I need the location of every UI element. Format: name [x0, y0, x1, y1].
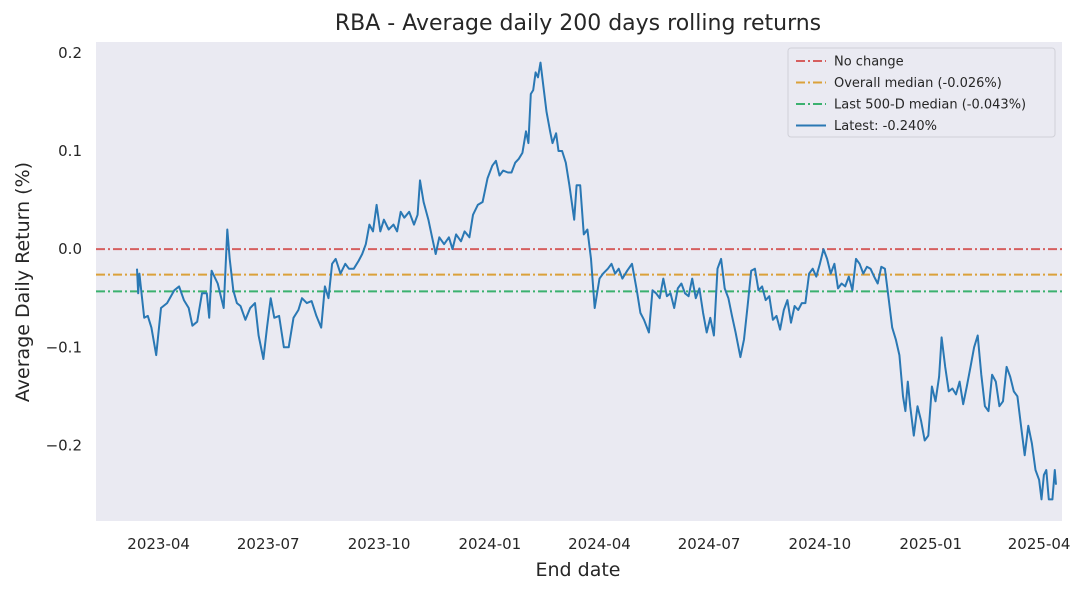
x-tick-label-8: 2025-04 — [1008, 535, 1071, 553]
chart-title: RBA - Average daily 200 days rolling ret… — [335, 11, 821, 36]
y-tick-label-2: 0.0 — [58, 240, 82, 258]
x-axis-ticks: 2023-04 2023-07 2023-10 2024-01 2024-04 2024-… — [127, 535, 1070, 553]
y-tick-label-3: −0.1 — [46, 338, 82, 356]
y-tick-label-4: −0.2 — [46, 436, 82, 454]
x-tick-label-2: 2023-10 — [348, 535, 411, 553]
x-tick-label-3: 2024-01 — [459, 535, 522, 553]
legend-box — [787, 47, 1056, 138]
legend-label-0: No change — [834, 55, 904, 70]
legend: No change Overall median (-0.026%) Last 50… — [787, 47, 1056, 138]
x-tick-label-4: 2024-04 — [568, 535, 631, 553]
y-axis-ticks: 0.2 0.1 0.0 −0.1 −0.2 — [46, 44, 82, 455]
legend-label-3: Latest: -0.240% — [834, 119, 937, 134]
x-tick-label-1: 2023-07 — [237, 535, 300, 553]
legend-label-1: Overall median (-0.026%) — [834, 76, 1002, 91]
x-tick-label-6: 2024-10 — [789, 535, 852, 553]
series-line-0 — [136, 61, 1057, 501]
y-tick-label-1: 0.1 — [58, 142, 82, 160]
x-tick-label-0: 2023-04 — [127, 535, 190, 553]
y-axis-title: Average Daily Return (%) — [12, 162, 34, 402]
reference-lines — [96, 248, 1062, 293]
x-tick-label-5: 2024-07 — [678, 535, 741, 553]
x-tick-label-7: 2025-01 — [899, 535, 962, 553]
x-axis-title: End date — [536, 559, 621, 581]
y-tick-label-0: 0.2 — [58, 44, 82, 62]
legend-label-2: Last 500-D median (-0.043%) — [834, 98, 1026, 113]
series-layer — [136, 61, 1057, 501]
